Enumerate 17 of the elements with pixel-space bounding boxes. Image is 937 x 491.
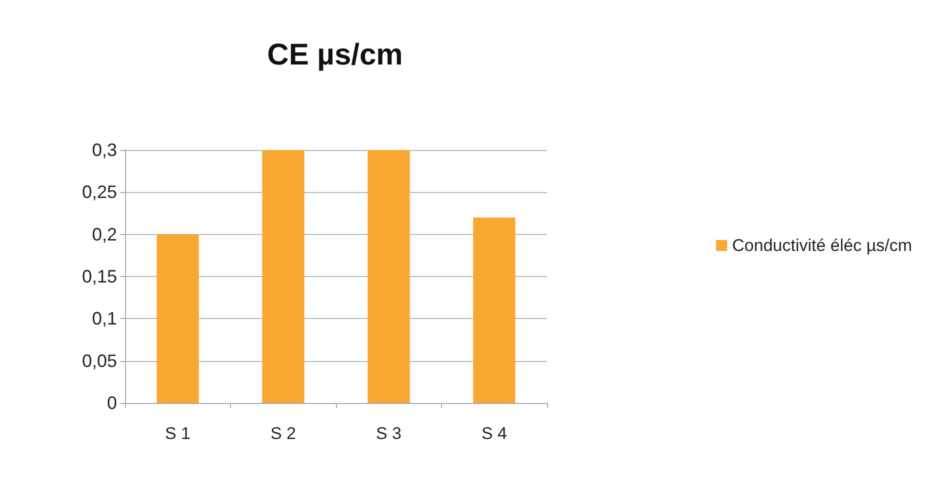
bar <box>156 234 199 403</box>
y-tick-label: 0,2 <box>92 224 117 244</box>
y-tick-label: 0,3 <box>92 140 117 160</box>
chart-title: CE µs/cm <box>267 38 403 72</box>
bar <box>368 150 410 403</box>
y-tick-label: 0 <box>106 393 117 413</box>
y-tick-label: 0,1 <box>92 308 117 329</box>
y-tick-label: 0,15 <box>82 266 117 286</box>
x-tick-label: S 3 <box>376 424 402 443</box>
y-tick-label: 0,25 <box>82 182 117 202</box>
bar <box>262 150 304 403</box>
x-tick-label: S 1 <box>164 424 191 443</box>
legend-label: Conductivité éléc µs/cm <box>732 236 912 255</box>
x-tick-label: S 4 <box>481 424 508 443</box>
x-tick-label: S 2 <box>270 424 296 443</box>
y-tick-label: 0,05 <box>82 350 117 371</box>
bar <box>473 217 516 403</box>
